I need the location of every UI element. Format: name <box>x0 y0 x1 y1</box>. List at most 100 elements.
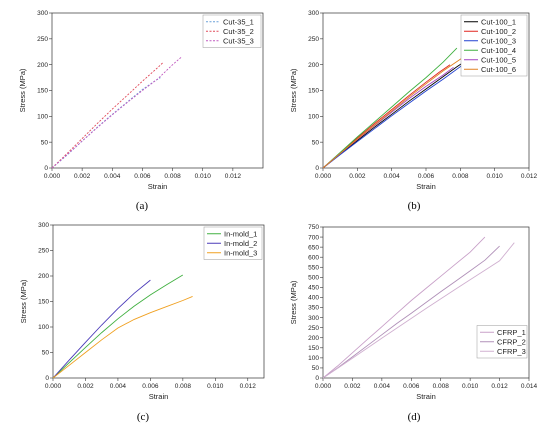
series-line-Cut-100_1 <box>322 61 465 169</box>
panel-caption: (d) <box>408 411 421 423</box>
panel-caption: (a) <box>136 200 149 212</box>
x-tick-label: 0.000 <box>45 383 62 390</box>
x-tick-label: 0.010 <box>207 383 224 390</box>
y-axis-label: Stress (MPa) <box>18 68 27 112</box>
series-line-CFRP_1 <box>322 236 486 379</box>
legend-label: Cut-35_3 <box>223 36 254 45</box>
y-tick-label: 700 <box>308 234 319 241</box>
y-axis-label: Stress (MPa) <box>19 279 28 323</box>
y-tick-label: 100 <box>308 355 319 362</box>
y-tick-label: 50 <box>312 365 320 372</box>
legend-label: Cut-100_5 <box>481 55 516 64</box>
x-tick-label: 0.000 <box>44 173 61 180</box>
legend-label: Cut-100_1 <box>481 17 516 26</box>
x-tick-label: 0.004 <box>110 383 127 390</box>
x-tick-label: 0.008 <box>433 383 450 390</box>
legend-label: Cut-100_3 <box>481 36 516 45</box>
y-tick-label: 500 <box>308 275 319 282</box>
series-line-Cut-35_3 <box>51 56 182 169</box>
x-tick-label: 0.010 <box>462 383 479 390</box>
legend-label: In-mold_3 <box>224 248 257 257</box>
legend-label: Cut-100_6 <box>481 65 516 74</box>
y-tick-label: 600 <box>308 254 319 261</box>
x-tick-label: 0.008 <box>452 173 469 180</box>
series-line-Cut-100_6 <box>322 56 465 169</box>
x-tick-label: 0.000 <box>315 383 332 390</box>
y-tick-label: 450 <box>308 285 319 292</box>
y-tick-label: 150 <box>37 88 48 95</box>
panel-caption: (b) <box>408 200 421 212</box>
legend-box <box>460 14 528 77</box>
y-tick-label: 400 <box>308 295 319 302</box>
y-tick-label: 50 <box>312 139 320 146</box>
x-tick-label: 0.012 <box>521 173 538 180</box>
y-tick-label: 650 <box>308 244 319 251</box>
chart-panel-3: 0.000 0.002 0.004 0.006 0.008 0.010 0.012 0 50 10… <box>19 222 265 423</box>
series-line-In-mold_3 <box>52 295 193 379</box>
legend-label: CFRP_1 <box>497 328 526 337</box>
y-tick-label: 50 <box>41 139 49 146</box>
x-tick-label: 0.010 <box>195 173 212 180</box>
chart-panel-1: 0.000 0.002 0.004 0.006 0.008 0.010 0.012 0 50 10… <box>18 10 264 212</box>
x-axis-label: Strain <box>149 392 169 401</box>
y-tick-label: 250 <box>37 36 48 43</box>
legend-label: CFRP_2 <box>497 337 526 346</box>
x-tick-label: 0.002 <box>349 173 366 180</box>
legend-label: Cut-100_4 <box>481 46 516 55</box>
x-tick-label: 0.014 <box>521 383 538 390</box>
y-tick-label: 0 <box>44 165 48 172</box>
legend-box <box>202 14 262 48</box>
y-tick-label: 50 <box>42 350 50 357</box>
series-line-Cut-100_3 <box>322 59 468 169</box>
legend-label: Cut-100_2 <box>481 27 516 36</box>
x-tick-label: 0.012 <box>491 383 508 390</box>
legend-label: Cut-35_1 <box>223 17 254 26</box>
y-tick-label: 550 <box>308 264 319 271</box>
y-tick-label: 200 <box>37 62 48 69</box>
series-line-CFRP_3 <box>322 242 515 379</box>
series-line-In-mold_1 <box>52 274 184 379</box>
y-tick-label: 200 <box>308 62 319 69</box>
y-tick-label: 300 <box>308 315 319 322</box>
x-tick-label: 0.008 <box>164 173 181 180</box>
x-tick-label: 0.002 <box>74 173 91 180</box>
y-tick-label: 150 <box>308 345 319 352</box>
y-tick-label: 0 <box>315 375 319 382</box>
series-line-In-mold_2 <box>52 279 151 379</box>
x-tick-label: 0.012 <box>225 173 242 180</box>
x-tick-label: 0.002 <box>344 383 361 390</box>
y-axis-label: Stress (MPa) <box>289 280 298 324</box>
x-tick-label: 0.006 <box>134 173 151 180</box>
legend-label: CFRP_3 <box>497 347 526 356</box>
y-tick-label: 0 <box>45 375 49 382</box>
y-tick-label: 250 <box>308 325 319 332</box>
x-tick-label: 0.004 <box>384 173 401 180</box>
y-tick-label: 100 <box>38 324 49 331</box>
x-tick-label: 0.006 <box>142 383 159 390</box>
series-line-CFRP_2 <box>322 245 500 379</box>
y-tick-label: 0 <box>315 165 319 172</box>
series-line-Cut-100_4 <box>322 47 458 169</box>
y-tick-label: 300 <box>38 222 49 229</box>
chart-panel-4: 0.000 0.002 0.004 0.006 0.008 0.010 0.012 0.014… <box>289 224 538 423</box>
x-tick-label: 0.006 <box>418 173 435 180</box>
y-tick-label: 200 <box>308 335 319 342</box>
legend-label: In-mold_1 <box>224 229 257 238</box>
x-tick-label: 0.010 <box>487 173 504 180</box>
y-tick-label: 350 <box>308 305 319 312</box>
x-tick-label: 0.012 <box>240 383 257 390</box>
x-tick-label: 0.002 <box>77 383 94 390</box>
x-axis-label: Strain <box>416 392 436 401</box>
y-tick-label: 150 <box>38 299 49 306</box>
chart-panel-2: 0.000 0.002 0.004 0.006 0.008 0.010 0.012 0 50 10… <box>289 10 538 212</box>
x-tick-label: 0.004 <box>374 383 391 390</box>
x-tick-label: 0.006 <box>403 383 420 390</box>
legend: In-mold_1In-mold_2In-mold_3 <box>203 226 263 260</box>
x-tick-label: 0.000 <box>315 173 332 180</box>
y-tick-label: 300 <box>37 10 48 17</box>
y-tick-label: 100 <box>308 114 319 121</box>
x-axis-label: Strain <box>148 182 168 191</box>
y-tick-label: 200 <box>38 273 49 280</box>
